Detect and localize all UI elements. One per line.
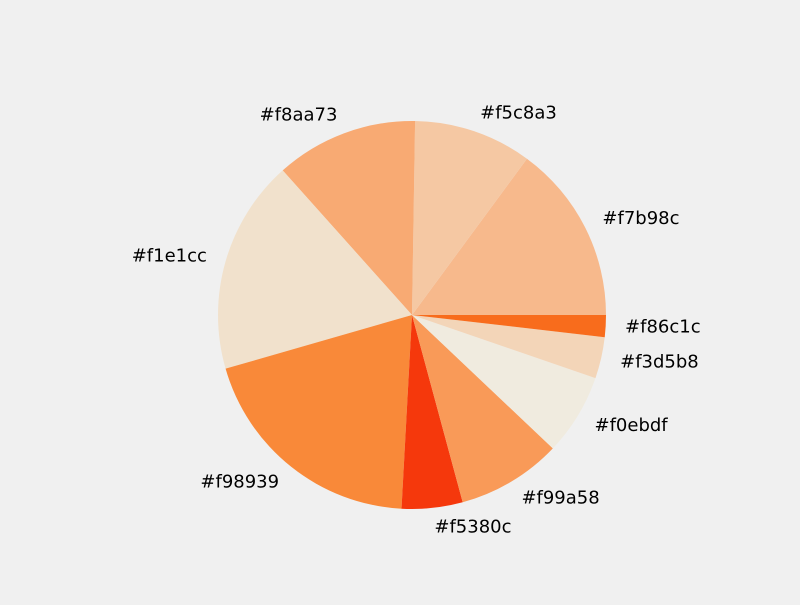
pie-slice-label: #f1e1cc xyxy=(132,245,207,266)
pie-labels: #f7b98c #f5c8a3 #f8aa73 #f1e1cc #f98939 #f538… xyxy=(132,102,701,537)
pie-slice-label: #f99a58 xyxy=(521,488,599,509)
pie-slice xyxy=(412,158,606,315)
pie-slice xyxy=(412,315,606,338)
pie-slices xyxy=(218,120,606,510)
pie-slice-label: #f86c1c xyxy=(625,317,701,338)
pie-slice xyxy=(218,170,412,369)
pie-slice xyxy=(412,315,553,503)
pie-slice-label: #f5380c xyxy=(434,517,511,538)
pie-slice-label: #f7b98c xyxy=(602,208,679,229)
pie-slice xyxy=(412,315,605,379)
pie-slice xyxy=(412,315,596,449)
pie-slice-label: #f8aa73 xyxy=(260,105,338,126)
pie-slice xyxy=(401,315,463,510)
pie-slice-label: #f3d5b8 xyxy=(620,352,699,373)
pie-slice-label: #f98939 xyxy=(200,471,279,492)
pie-slice-label: #f0ebdf xyxy=(595,415,669,436)
pie-slice xyxy=(282,120,416,315)
pie-slice-label: #f5c8a3 xyxy=(480,102,557,123)
pie-slice xyxy=(225,315,412,509)
pie-slice xyxy=(412,121,527,316)
